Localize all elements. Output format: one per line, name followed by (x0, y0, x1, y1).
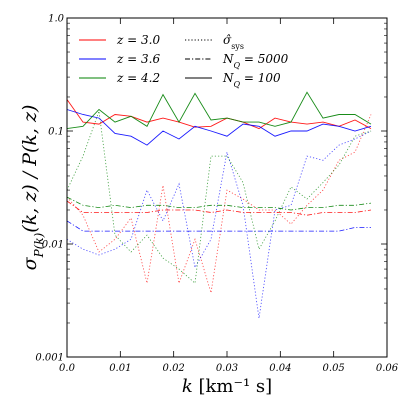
x-tick-label: 0.01 (109, 363, 131, 374)
axis-ticks: 0.0 0.01 0.02 0.03 0.04 0.05 0.06 0.001 0.01 0.1 1… (35, 14, 398, 375)
legend-label: NQ = 5000 (222, 52, 289, 70)
x-tick-label: 0.0 (59, 363, 76, 374)
series-line-solid-3.6 (66, 109, 372, 146)
series-line-solid-4.2 (66, 91, 372, 130)
y-axis-label: σP(k)(k, z) / P(k, z) (19, 105, 46, 271)
x-tick-label: 0.02 (163, 363, 185, 374)
plot-series (66, 91, 372, 319)
legend-label: σ̂sys (223, 33, 244, 51)
x-axis-label-text: k [km⁻¹ s] (182, 376, 272, 397)
legend-label: z = 4.2 (116, 71, 160, 85)
y-tick-label: 1.0 (48, 14, 65, 25)
y-tick-label: 0.1 (48, 127, 64, 138)
series-line-dashdot-4.2 (66, 196, 372, 211)
series-line-dotted-3.6 (66, 130, 372, 319)
y-tick-label: 0.01 (42, 240, 64, 251)
series-line-dotted-3.0 (66, 114, 372, 293)
x-axis-label: k [km⁻¹ s] (182, 376, 272, 397)
x-tick-label: 0.05 (323, 363, 345, 374)
legend-label: z = 3.0 (116, 33, 160, 47)
legend-label: NQ = 100 (222, 71, 281, 89)
x-tick-label: 0.04 (269, 363, 291, 374)
y-axis-label-text: σP(k)(k, z) / P(k, z) (19, 105, 46, 271)
series-line-dotted-4.2 (66, 110, 372, 284)
y-tick-label: 0.001 (35, 353, 64, 364)
legend-label: z = 3.6 (116, 52, 160, 66)
x-tick-label: 0.03 (216, 363, 238, 374)
series-line-solid-3.0 (66, 99, 372, 130)
series-line-dashdot-3.6 (66, 220, 371, 232)
series-line-dashdot-3.0 (66, 200, 372, 216)
x-tick-label: 0.06 (376, 363, 399, 374)
